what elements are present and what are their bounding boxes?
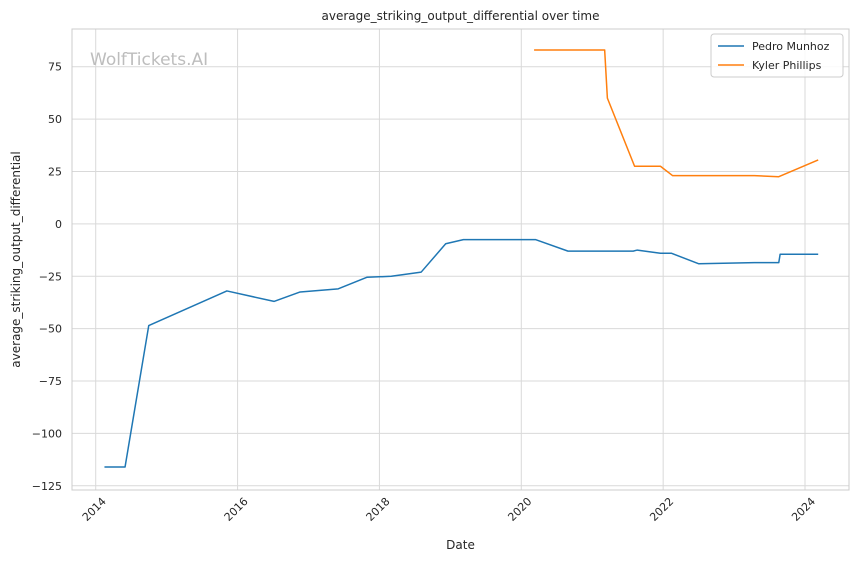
y-tick-label: −50 xyxy=(39,323,62,336)
plot-frame xyxy=(71,28,850,491)
grid xyxy=(72,29,849,490)
y-tick-label: −75 xyxy=(39,375,62,388)
legend: Pedro Munhoz Kyler Phillips xyxy=(710,33,844,78)
legend-label-kyler-phillips: Kyler Phillips xyxy=(752,59,822,72)
series-lines xyxy=(104,49,819,468)
chart-title: average_striking_output_differential ove… xyxy=(322,9,600,23)
y-tick-label: 25 xyxy=(48,165,62,178)
x-tick-label: 2018 xyxy=(364,495,393,524)
plot-background xyxy=(72,29,849,490)
x-tick-label: 2020 xyxy=(505,495,534,524)
legend-label-pedro-munhoz: Pedro Munhoz xyxy=(752,40,830,53)
series-line-kyler-phillips xyxy=(534,49,819,178)
x-tick-label: 2016 xyxy=(222,495,251,524)
y-axis-title: average_striking_output_differential xyxy=(9,151,23,367)
x-axis-title: Date xyxy=(446,538,475,552)
x-tick-label: 2014 xyxy=(80,495,109,524)
y-tick-label: −125 xyxy=(32,480,62,493)
y-tick-label: 50 xyxy=(48,113,62,126)
legend-box xyxy=(710,33,844,78)
y-tick-label: 0 xyxy=(55,218,62,231)
watermark: WolfTickets.AI xyxy=(90,50,208,70)
x-tick-label: 2024 xyxy=(789,495,818,524)
y-tick-label: −100 xyxy=(32,427,62,440)
x-tick-label: 2022 xyxy=(647,495,676,524)
y-tick-label: −25 xyxy=(39,270,62,283)
y-tick-label: 75 xyxy=(48,61,62,74)
series-line-pedro-munhoz xyxy=(104,238,819,468)
